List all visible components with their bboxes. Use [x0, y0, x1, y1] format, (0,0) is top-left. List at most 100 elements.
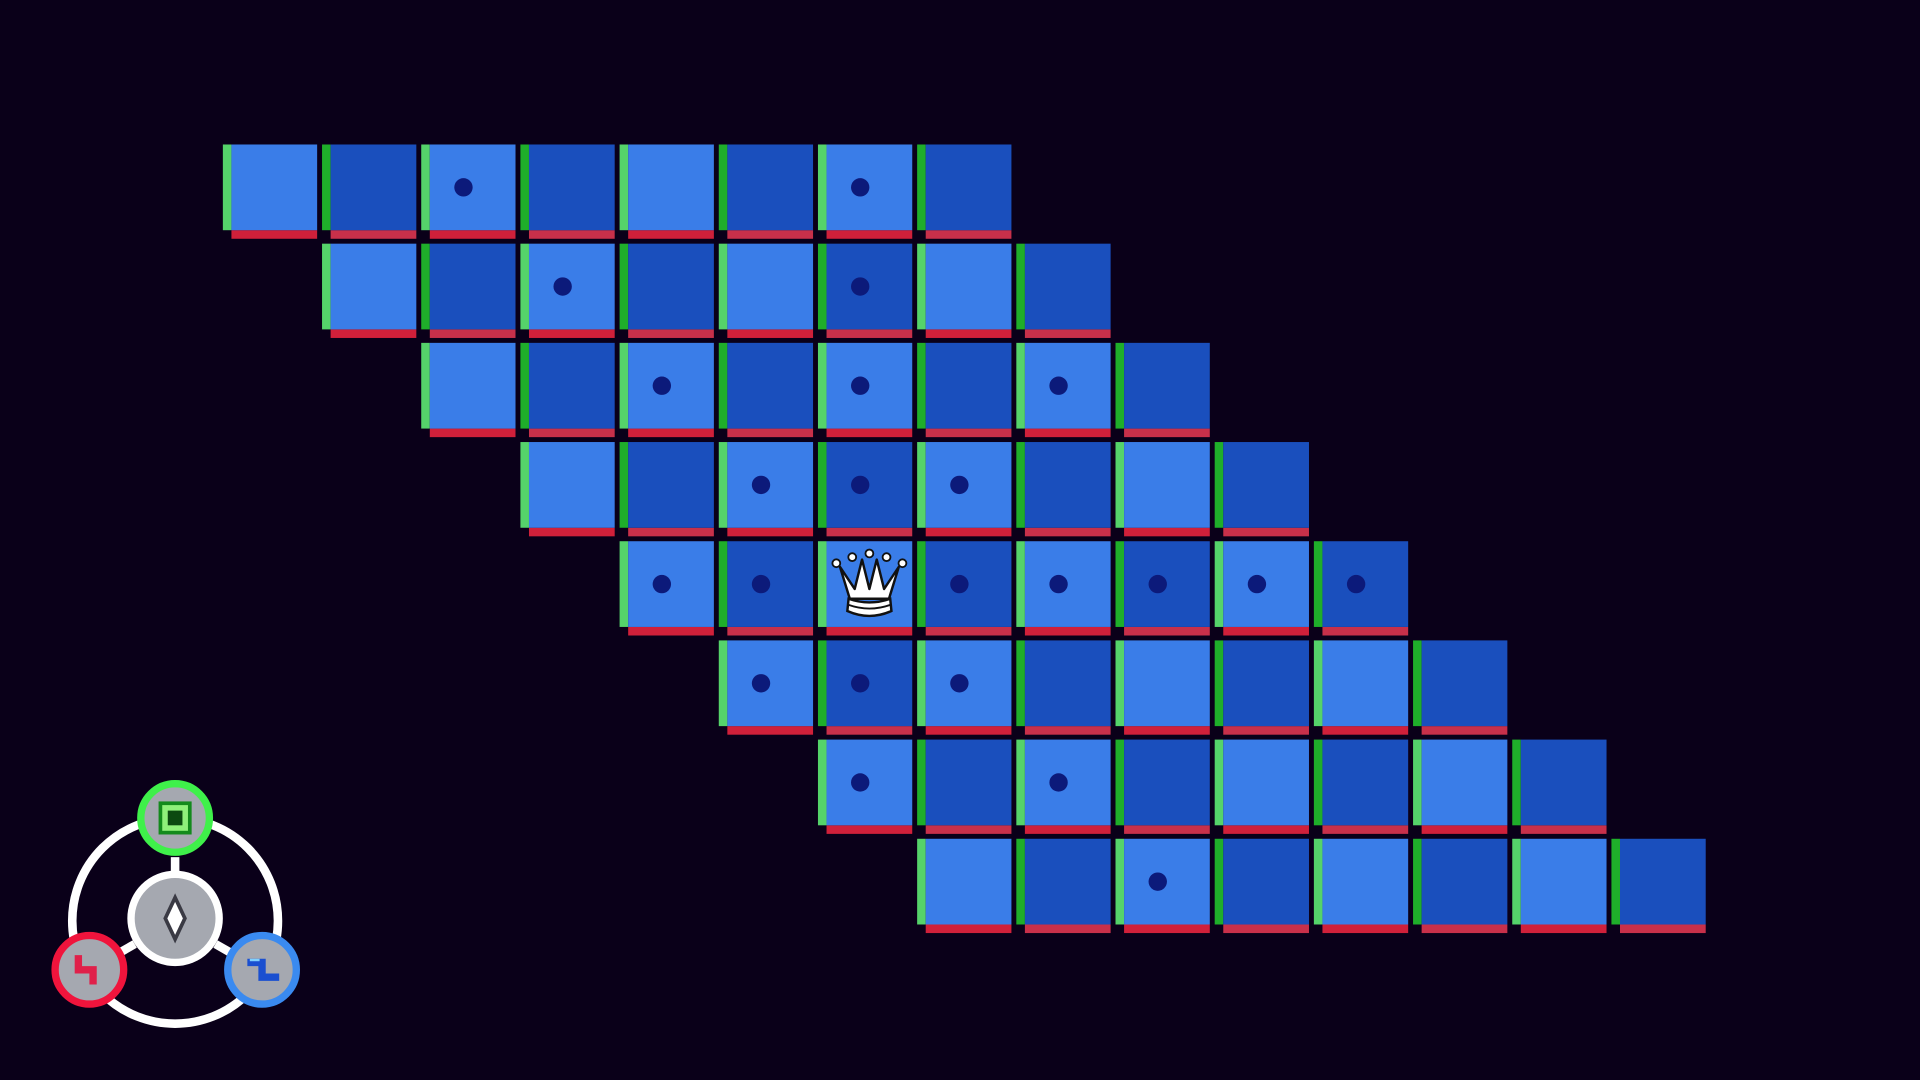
tile[interactable]	[1413, 739, 1508, 834]
tile-edge-bottom	[1620, 924, 1706, 934]
tile-edge-left	[817, 144, 827, 231]
tile[interactable]	[1611, 838, 1706, 934]
tile[interactable]	[917, 243, 1012, 338]
tile[interactable]	[718, 442, 814, 537]
tile[interactable]	[917, 442, 1012, 537]
tile[interactable]	[817, 442, 913, 537]
tile[interactable]	[1313, 640, 1409, 735]
tile[interactable]	[817, 640, 913, 735]
tile-edge-bottom	[826, 626, 913, 636]
tile[interactable]	[817, 739, 913, 834]
tile[interactable]	[917, 838, 1012, 934]
tile-edge-bottom	[727, 329, 814, 338]
tile-edge-bottom	[1520, 924, 1607, 934]
tile[interactable]	[619, 541, 714, 636]
tile[interactable]	[1413, 640, 1508, 735]
tile[interactable]	[619, 342, 714, 438]
tile-edge-bottom	[429, 428, 516, 438]
tile[interactable]	[917, 640, 1012, 735]
tile[interactable]	[718, 541, 814, 636]
tile[interactable]	[817, 342, 913, 438]
tile[interactable]	[718, 342, 814, 438]
tile[interactable]	[322, 144, 417, 239]
tile[interactable]	[1115, 838, 1210, 934]
tile-face	[1520, 739, 1607, 826]
tile[interactable]	[1313, 541, 1409, 636]
tile[interactable]	[1413, 838, 1508, 934]
tile[interactable]	[222, 144, 318, 239]
tile-edge-left	[1016, 838, 1025, 925]
tile[interactable]	[718, 640, 814, 735]
tile[interactable]	[1214, 739, 1309, 834]
tile[interactable]	[1016, 739, 1111, 834]
tile[interactable]	[1214, 838, 1309, 934]
queen-piece[interactable]	[831, 548, 908, 618]
tile[interactable]	[1115, 541, 1210, 636]
tile[interactable]	[1016, 442, 1111, 537]
tile[interactable]	[917, 739, 1012, 834]
tile[interactable]	[1016, 640, 1111, 735]
tile[interactable]	[421, 243, 516, 338]
move-hint	[851, 773, 870, 792]
tile[interactable]	[1214, 640, 1309, 735]
tile[interactable]	[1115, 442, 1210, 537]
tile-edge-bottom	[925, 726, 1012, 735]
tile[interactable]	[520, 342, 615, 438]
tile[interactable]	[917, 342, 1012, 438]
tile-edge-left	[817, 243, 827, 330]
tile[interactable]	[1313, 739, 1409, 834]
tile[interactable]	[1115, 342, 1210, 438]
tile-edge-left	[421, 243, 430, 330]
tile-edge-bottom	[925, 825, 1012, 834]
tile-face	[528, 342, 615, 429]
tile-edge-left	[619, 541, 629, 627]
tile-edge-left	[1413, 838, 1422, 925]
tile-edge-bottom	[925, 329, 1012, 338]
tile-edge-bottom	[1421, 825, 1508, 834]
tile[interactable]	[917, 541, 1012, 636]
tile[interactable]	[1313, 838, 1409, 934]
tile-face	[528, 144, 615, 231]
tile-edge-bottom	[1124, 726, 1210, 735]
tile[interactable]	[1214, 442, 1309, 537]
tile[interactable]	[1115, 739, 1210, 834]
tile[interactable]	[1016, 342, 1111, 438]
move-hint	[1049, 376, 1068, 395]
tile-edge-left	[1115, 739, 1125, 826]
tile[interactable]	[520, 243, 615, 338]
tile[interactable]	[917, 144, 1012, 239]
tile[interactable]	[619, 243, 714, 338]
tile[interactable]	[718, 144, 814, 239]
tile-edge-left	[1115, 640, 1125, 727]
tile[interactable]	[817, 144, 913, 239]
tile[interactable]	[1115, 640, 1210, 735]
tile[interactable]	[817, 243, 913, 338]
tile[interactable]	[718, 243, 814, 338]
tile[interactable]	[1512, 838, 1607, 934]
tile[interactable]	[520, 144, 615, 239]
move-hint	[950, 475, 969, 495]
tile-edge-left	[520, 442, 529, 528]
tile[interactable]	[1016, 838, 1111, 934]
tile[interactable]	[322, 243, 417, 338]
tile[interactable]	[1512, 739, 1607, 834]
tile-edge-left	[1413, 739, 1422, 826]
tile-edge-left	[421, 342, 430, 429]
tile[interactable]	[1214, 541, 1309, 636]
tile-edge-left	[1313, 541, 1323, 627]
tile-edge-bottom	[1124, 825, 1210, 834]
tile[interactable]	[619, 144, 714, 239]
tile[interactable]	[421, 144, 516, 239]
tile[interactable]	[421, 342, 516, 438]
tile-face	[727, 243, 814, 330]
tile[interactable]	[1016, 541, 1111, 636]
tile[interactable]	[619, 442, 714, 537]
tile[interactable]	[1016, 243, 1111, 338]
tile-edge-bottom	[1124, 428, 1210, 438]
tile-edge-bottom	[1223, 924, 1309, 934]
tile-edge-bottom	[1024, 527, 1111, 537]
tile[interactable]	[520, 442, 615, 537]
tile-edge-left	[1214, 541, 1224, 627]
tile-face	[925, 838, 1012, 925]
